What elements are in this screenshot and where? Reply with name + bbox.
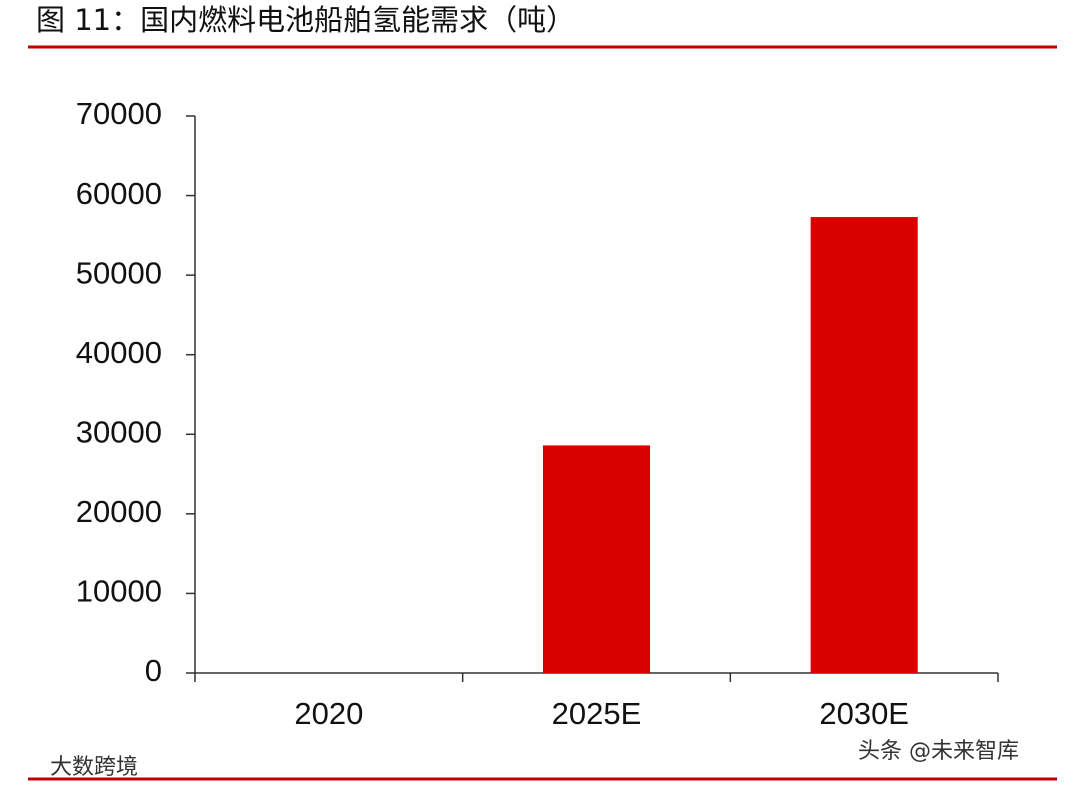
bar [810, 217, 918, 673]
y-tick-label: 20000 [76, 494, 162, 529]
watermark: 头条 @未来智库 [858, 739, 1019, 764]
y-tick-label: 60000 [76, 176, 162, 211]
y-tick-label: 0 [145, 653, 162, 688]
y-tick-label: 30000 [76, 414, 162, 449]
y-tick-label: 10000 [76, 574, 162, 609]
x-tick-label: 2025E [552, 696, 642, 731]
y-tick-label: 50000 [76, 255, 162, 290]
x-tick-label: 2020 [294, 696, 363, 731]
chart-title: 图 11：国内燃料电池船舶氢能需求（吨） [36, 3, 575, 37]
y-tick-label: 40000 [76, 335, 162, 370]
x-tick-label: 2030E [819, 696, 909, 731]
bar [542, 445, 651, 673]
y-tick-label: 70000 [76, 96, 162, 131]
watermark: 大数跨境 [50, 755, 138, 780]
